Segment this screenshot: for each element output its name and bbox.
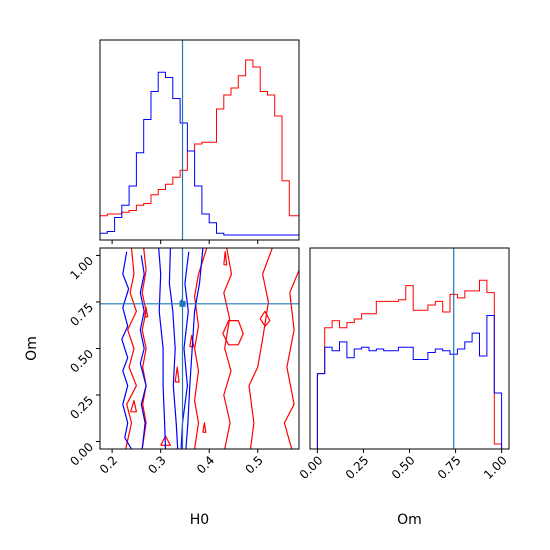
om-marginal-xticks: 0.00 0.25 0.50 0.75 1.00 <box>297 449 510 482</box>
y-tick-label: 0.75 <box>67 300 96 329</box>
x-tick-label: 0.5 <box>242 453 265 476</box>
y-tick-label: 1.00 <box>67 254 96 283</box>
red-contour-line <box>130 400 137 413</box>
om-hist-red <box>316 279 503 449</box>
red-contour-line <box>259 310 271 327</box>
x-axis-label-om: Om <box>397 512 422 528</box>
om-hist-blue <box>316 315 503 449</box>
joint-panel: 0.2 0.3 0.4 0.5 0.00 0.25 0.50 0.75 1.00 H0 Om <box>24 247 300 528</box>
om-marginal-panel: 0.00 0.25 0.50 0.75 1.00 Om <box>297 247 510 528</box>
red-histogram-step <box>316 279 503 449</box>
red-contour-line <box>222 320 244 346</box>
h0-hist-blue <box>99 71 300 240</box>
blue-contour-line <box>121 251 133 450</box>
x-tick-label: 0.3 <box>145 453 168 476</box>
red-contour-line <box>202 422 207 433</box>
blue-contour-line <box>185 247 204 450</box>
joint-contours-blue <box>121 247 204 450</box>
joint-contours-red <box>125 247 300 450</box>
joint-truth-marker <box>179 300 186 307</box>
red-contour-line <box>283 270 300 450</box>
blue-histogram-step <box>99 71 300 240</box>
red-contour-line <box>223 247 233 450</box>
red-contour-line <box>141 247 147 450</box>
blue-contour-line <box>158 247 167 450</box>
red-contour-line <box>174 366 180 383</box>
y-axis-label-om: Om <box>24 336 40 361</box>
blue-histogram-step <box>316 315 503 449</box>
x-tick-label: 0.75 <box>435 453 464 482</box>
y-tick-label: 0.00 <box>67 440 96 469</box>
joint-yticks: 0.00 0.25 0.50 0.75 1.00 <box>67 254 100 469</box>
h0-marginal-xticks <box>111 240 259 244</box>
blue-contour-line <box>168 247 179 450</box>
x-tick-label: 0.50 <box>389 453 418 482</box>
red-contour-line <box>194 247 208 450</box>
x-tick-label: 1.00 <box>481 453 510 482</box>
red-contour-line <box>125 247 137 450</box>
h0-marginal-panel <box>99 39 300 244</box>
joint-xticks: 0.2 0.3 0.4 0.5 <box>97 449 266 477</box>
red-contour-line <box>248 247 273 450</box>
red-contour-line <box>144 307 149 318</box>
x-tick-label: 0.00 <box>297 453 326 482</box>
y-tick-label: 0.50 <box>67 347 96 376</box>
x-tick-label: 0.25 <box>343 453 372 482</box>
x-axis-label-h0: H0 <box>190 512 209 528</box>
x-tick-label: 0.4 <box>194 453 217 476</box>
y-tick-label: 0.25 <box>67 393 96 422</box>
red-contour-line <box>223 251 228 266</box>
blue-contour-line <box>139 255 147 450</box>
h0-hist-red <box>99 59 300 240</box>
x-tick-label: 0.2 <box>97 453 120 476</box>
red-histogram-step <box>99 59 300 240</box>
h0-marginal-frame <box>99 39 300 241</box>
